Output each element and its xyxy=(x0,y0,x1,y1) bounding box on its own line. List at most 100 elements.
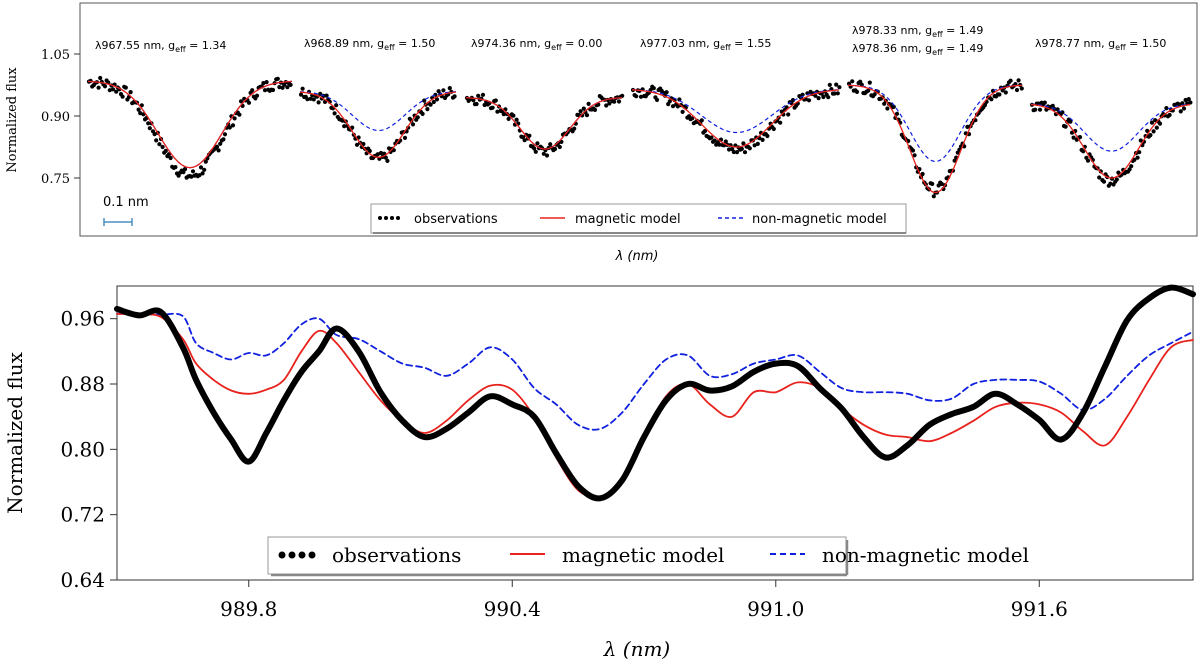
panel-3-value: = 0.00 xyxy=(562,37,603,50)
observation-point xyxy=(535,141,540,146)
top-legend: observations magnetic model non-magnetic… xyxy=(370,203,907,234)
observation-point xyxy=(544,153,550,158)
observation-point xyxy=(415,115,420,120)
observation-point xyxy=(378,150,384,156)
bottom-ytick-label: 0.96 xyxy=(60,307,105,331)
observation-point xyxy=(482,102,487,108)
panel-label-5: λ978.33 nm, geff = 1.49 λ978.36 nm, geff… xyxy=(852,24,983,57)
observation-point xyxy=(434,97,440,102)
observation-point xyxy=(651,86,656,91)
observation-point xyxy=(1042,100,1047,105)
observation-point xyxy=(200,171,205,176)
observation-point xyxy=(1014,87,1020,93)
bottom-legend-observations: observations xyxy=(278,543,461,567)
observation-point xyxy=(620,93,625,98)
observation-point xyxy=(752,143,757,148)
nonmagnetic-model-line xyxy=(116,312,1194,431)
observation-point xyxy=(723,139,728,144)
top-legend-magnetic: magnetic model xyxy=(540,212,681,227)
observation-point xyxy=(989,97,994,102)
observation-point xyxy=(1127,167,1132,172)
observation-point xyxy=(850,79,855,84)
bottom-legend-magnetic-label: magnetic model xyxy=(562,543,724,567)
observation-point xyxy=(298,92,304,97)
observation-point xyxy=(1085,158,1091,163)
observation-point xyxy=(110,87,116,92)
observation-point xyxy=(1068,119,1073,124)
observation-point xyxy=(765,133,770,139)
observation-point xyxy=(813,93,818,98)
observation-point xyxy=(786,112,791,117)
observation-point xyxy=(262,88,268,93)
observation-point xyxy=(230,123,236,128)
panel-6-line: λ978.77 nm, g xyxy=(1035,37,1115,50)
observation-point xyxy=(493,98,498,103)
observation-point xyxy=(702,128,708,134)
observation-point xyxy=(285,85,290,90)
bottom-ytick-label: 0.80 xyxy=(60,437,105,461)
top-legend-observations: observations xyxy=(378,212,498,227)
observation-point xyxy=(96,85,101,90)
observations-line xyxy=(114,284,1196,502)
observation-point xyxy=(332,111,337,116)
panel-3-line: λ974.36 nm, g xyxy=(471,37,551,50)
observation-point xyxy=(163,148,168,153)
top-panel-3 xyxy=(464,92,625,158)
top-ytick-1: 1.05 xyxy=(41,48,80,63)
observation-point xyxy=(476,93,481,98)
panel-2-sub: eff xyxy=(384,43,395,52)
observation-point xyxy=(490,105,495,110)
observation-point xyxy=(834,82,839,87)
observation-point xyxy=(250,88,255,93)
observation-point xyxy=(334,103,339,108)
observation-point xyxy=(160,144,165,150)
observation-point xyxy=(882,101,887,106)
bottom-chart: 989.8 990.4 991.0 991.6 0.64 0.72 0.80 0.88 0.9… xyxy=(3,284,1196,661)
observation-point xyxy=(552,146,558,152)
observation-point xyxy=(827,82,832,87)
observation-point xyxy=(1188,100,1193,105)
top-ytick-label: 0.75 xyxy=(41,172,70,187)
top-panel-4 xyxy=(630,82,842,155)
observation-point xyxy=(420,111,425,116)
observation-point xyxy=(198,165,204,170)
observation-point xyxy=(305,97,310,102)
nonmagnetic-model-line xyxy=(847,84,1023,163)
observation-point xyxy=(107,88,112,93)
top-chart: 1.05 0.90 0.75 Normalized flux λ (nm) 0.… xyxy=(5,2,1198,264)
bottom-legend-nonmagnetic: non-magnetic model xyxy=(770,543,1029,567)
observation-point xyxy=(760,137,765,142)
observation-point xyxy=(452,94,457,99)
observation-point xyxy=(742,150,748,155)
observation-point xyxy=(592,107,598,112)
observation-point xyxy=(342,124,347,129)
observation-point xyxy=(690,116,695,121)
observation-point xyxy=(514,117,519,122)
observation-point xyxy=(1129,164,1134,169)
observation-point xyxy=(410,122,416,127)
observation-point xyxy=(176,173,181,178)
bottom-legend-nonmagnetic-label: non-magnetic model xyxy=(822,543,1029,567)
bottom-xtick-label: 991.0 xyxy=(747,597,804,621)
panel-5b-line: λ978.36 nm, g xyxy=(852,42,932,55)
observation-point xyxy=(1071,135,1076,140)
magnetic-model-line xyxy=(847,84,1023,194)
observation-point xyxy=(128,90,133,95)
observation-point xyxy=(383,155,388,160)
top-legend-observations-label: observations xyxy=(414,212,498,227)
observation-point xyxy=(1016,78,1021,83)
observation-point xyxy=(894,111,900,116)
observation-point xyxy=(474,101,479,107)
observation-point xyxy=(422,98,427,103)
observation-point xyxy=(1153,118,1158,123)
observation-point xyxy=(532,146,537,151)
bottom-y-axis-label: Normalized flux xyxy=(3,351,27,514)
observation-point xyxy=(952,158,957,163)
panel-6-value: = 1.50 xyxy=(1126,37,1167,50)
observation-point xyxy=(237,112,242,117)
observation-point xyxy=(699,118,704,123)
observation-point xyxy=(138,111,143,116)
observation-point xyxy=(1019,86,1024,91)
observation-point xyxy=(581,106,586,111)
